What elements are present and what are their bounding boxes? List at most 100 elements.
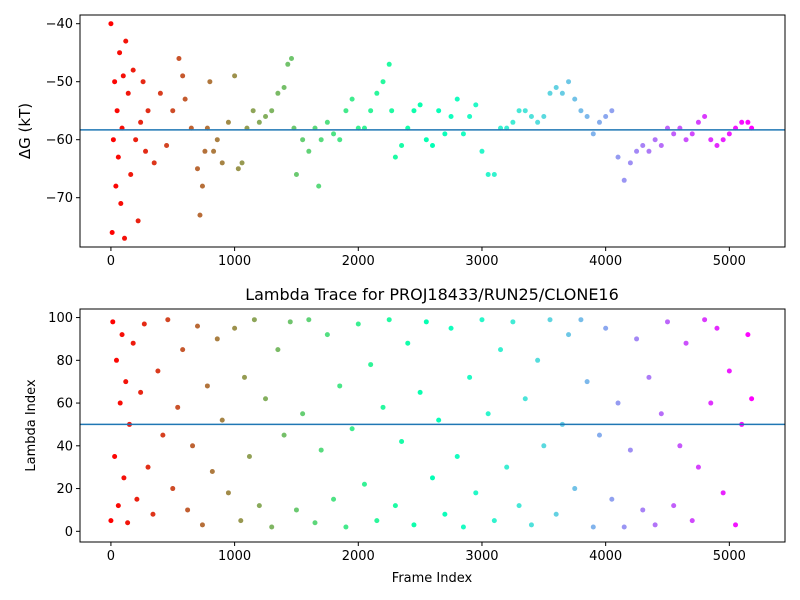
lambda-trace-point [584, 379, 590, 385]
lambda-trace-point [392, 503, 398, 509]
delta-g-point [566, 79, 572, 85]
lambda-trace-point [733, 522, 739, 528]
delta-g-point [337, 137, 343, 143]
delta-g-point [143, 148, 149, 154]
lambda-trace-point [175, 404, 181, 410]
delta-g-point [380, 79, 386, 85]
delta-g-point [138, 119, 144, 125]
delta-g-point [114, 108, 120, 114]
lambda-trace-point [442, 511, 448, 517]
lambda-trace-point [180, 347, 186, 353]
delta-g-point [399, 143, 405, 148]
lambda-trace-point [199, 522, 205, 528]
lambda-trace-point [708, 400, 714, 406]
lambda-trace-point [695, 464, 701, 470]
delta-g-point [108, 21, 114, 27]
lambda-trace-point [702, 317, 708, 323]
lambda-trace-point [324, 332, 330, 338]
delta-g-point [695, 119, 701, 125]
delta-g-point [289, 56, 294, 61]
lambda-trace-point [504, 464, 510, 470]
delta-g-point [739, 119, 745, 125]
delta-g-point [211, 148, 217, 154]
delta-g-point [140, 79, 146, 85]
lambda-trace-point [269, 524, 275, 530]
lambda-trace-x-tick-label: 4000 [589, 549, 622, 564]
delta-g-point [603, 114, 609, 119]
delta-g-point [275, 90, 281, 96]
lambda-trace-point [165, 317, 171, 323]
lambda-trace-x-axis-label: Frame Index [392, 571, 473, 586]
delta-g-point [219, 160, 225, 166]
delta-g-point [122, 235, 128, 241]
delta-g-point [386, 61, 392, 67]
delta-g-point [491, 172, 497, 177]
delta-g-point [306, 148, 312, 154]
delta-g-y-tick-label: −70 [46, 191, 73, 206]
delta-g-x-tick-label: 5000 [713, 254, 746, 269]
lambda-trace-point [112, 454, 118, 459]
lambda-trace-point [745, 332, 751, 338]
lambda-trace-point [572, 486, 578, 492]
delta-g-point [197, 212, 203, 218]
delta-g-point [117, 50, 123, 56]
lambda-trace-point [306, 317, 312, 323]
lambda-trace-point [436, 417, 442, 423]
lambda-trace-y-tick-label: 0 [65, 525, 73, 540]
delta-g-plot-area: 0 1000 2000 3000 4000 5000 −40 −50 −60 −70 [46, 17, 785, 269]
delta-g-point [281, 85, 287, 90]
delta-g-point [658, 143, 664, 148]
lambda-trace-point [498, 347, 504, 353]
lambda-trace-point [411, 522, 417, 528]
lambda-trace-point [566, 332, 572, 338]
lambda-trace-point [658, 411, 664, 417]
delta-g-point [324, 119, 330, 125]
lambda-trace-chart: Lambda Trace for PROJ18433/RUN25/CLONE16… [24, 285, 786, 586]
lambda-trace-point [130, 340, 136, 346]
delta-g-point [473, 102, 479, 108]
delta-g-point [615, 154, 621, 160]
delta-g-point [115, 154, 121, 160]
delta-g-point [541, 114, 547, 119]
lambda-trace-x-tick-label: 2000 [342, 549, 375, 564]
lambda-trace-point [256, 503, 262, 509]
lambda-trace-axes-frame [79, 308, 786, 543]
lambda-trace-x-tick-label: 5000 [713, 549, 746, 564]
lambda-trace-point [343, 524, 349, 530]
lambda-trace-point [621, 524, 627, 530]
delta-g-point [343, 108, 349, 114]
lambda-trace-point [337, 383, 343, 389]
lambda-trace-y-axis-label: Lambda Index [24, 379, 39, 472]
delta-g-point [584, 114, 590, 119]
lambda-trace-point [209, 468, 215, 474]
lambda-trace-point [720, 490, 726, 496]
delta-g-y-tick-label: −60 [46, 133, 73, 148]
delta-g-point [331, 131, 337, 137]
lambda-trace-point [528, 522, 534, 528]
lambda-trace-point [683, 340, 689, 346]
lambda-trace-y-tick-label: 40 [56, 439, 73, 454]
delta-g-y-tick-label: −40 [46, 17, 73, 32]
delta-g-point [349, 96, 355, 102]
delta-g-point [113, 183, 119, 189]
delta-g-point [609, 108, 615, 114]
delta-g-point [130, 67, 136, 73]
lambda-trace-point [145, 464, 151, 470]
delta-g-point [726, 131, 732, 137]
delta-g-point [164, 143, 170, 148]
lambda-trace-point [300, 411, 306, 417]
delta-g-point [316, 183, 322, 189]
lambda-trace-point [448, 325, 454, 331]
delta-g-point [714, 143, 720, 148]
delta-g-point [170, 108, 176, 114]
delta-g-point [720, 137, 726, 143]
delta-g-point [235, 166, 241, 172]
lambda-trace-x-tick-label: 3000 [465, 549, 498, 564]
lambda-trace-point [160, 432, 166, 438]
delta-g-point [118, 201, 124, 206]
delta-g-point [528, 114, 534, 119]
lambda-trace-y-tick-label: 80 [56, 354, 73, 369]
lambda-trace-point [510, 319, 516, 325]
delta-g-point [293, 172, 299, 177]
